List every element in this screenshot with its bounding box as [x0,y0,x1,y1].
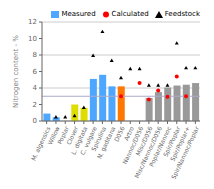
svg-text:Nannoc/D056: Nannoc/D056 [120,125,145,166]
svg-text:D056: D056 [112,125,126,143]
svg-text:0: 0 [33,117,37,125]
svg-text:Poplar: Poplar [55,125,70,146]
svg-text:Poplar/Nannoc: Poplar/Nannoc [147,125,173,168]
svg-text:12: 12 [28,18,37,26]
svg-text:6: 6 [33,68,38,76]
svg-text:Nitrogen content - %: Nitrogen content - % [12,35,20,108]
svg-text:N. gaditana: N. gaditana [95,125,117,160]
svg-text:Spir/Poplar+: Spir/Poplar+ [168,125,191,163]
svg-text:C. vulgare: C. vulgare [78,125,98,156]
svg-text:Misc/D056: Misc/D056 [134,125,154,157]
svg-text:4: 4 [33,84,38,92]
svg-text:10: 10 [28,35,37,43]
svg-text:Artro: Artro [122,125,136,142]
html-text:Measured: Measured [61,10,96,18]
svg-text:8: 8 [33,51,37,59]
svg-text:Spirulina: Spirulina [89,125,108,153]
svg-text:L. digitata: L. digitata [69,125,89,156]
svg-text:Spir/Poplar: Spir/Poplar [161,125,182,158]
html-text:Feedstock: Feedstock [164,10,200,18]
svg-text:Spir/Nannoc/Poplar: Spir/Nannoc/Poplar [170,125,202,181]
svg-text:Willow: Willow [46,125,61,146]
svg-text:2: 2 [33,101,37,109]
svg-text:M. algensics: M. algensics [29,125,52,162]
html-text:Calculated: Calculated [111,10,149,18]
svg-text:Misc/Nannoc/D056: Misc/Nannoc/D056 [132,125,163,180]
svg-text:Clover: Clover [64,125,80,146]
